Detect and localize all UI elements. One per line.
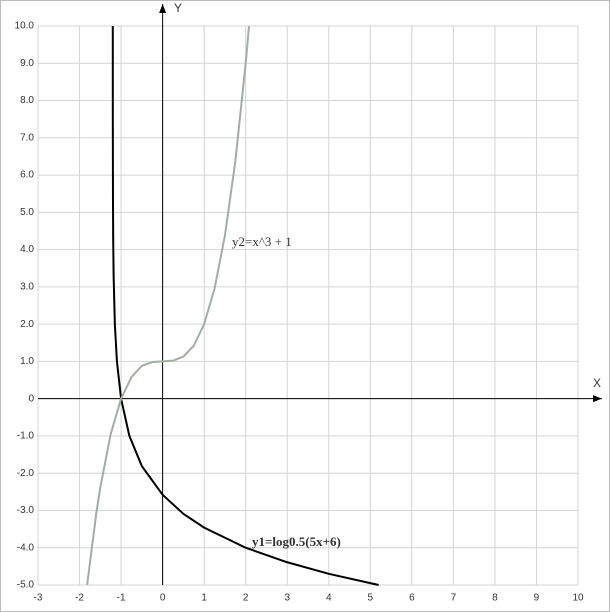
x-tick-label: 2 [243,593,249,604]
curve [111,25,379,586]
y-tick-label: 0 [28,393,34,404]
x-tick-label: 10 [572,593,584,604]
y-tick-label: -3.0 [17,505,35,516]
y-axis-label: Y [174,1,182,15]
x-tick-label: -3 [34,593,43,604]
curve-label: y2=x^3 + 1 [232,234,292,249]
x-axis-arrow [593,395,602,403]
y-tick-label: 6.0 [20,170,34,181]
x-tick-label: 4 [326,593,332,604]
x-tick-label: -2 [75,593,84,604]
y-tick-label: 7.0 [20,132,34,143]
x-tick-label: 7 [451,593,457,604]
y-tick-label: -2.0 [17,468,35,479]
y-axis-arrow [159,4,167,13]
x-axis-label: X [593,376,601,390]
x-tick-label: 0 [160,593,166,604]
y-tick-label: -5.0 [17,580,35,591]
y-tick-label: 9.0 [20,58,34,69]
y-tick-label: 4.0 [20,244,34,255]
y-tick-label: 8.0 [20,95,34,106]
x-tick-label: 8 [492,593,498,604]
curve-label: y1=log0.5(5x+6) [252,534,341,549]
curve [86,25,251,586]
x-tick-label: -1 [117,593,126,604]
y-tick-label: 3.0 [20,282,34,293]
x-tick-label: 6 [409,593,415,604]
y-tick-label: 10.0 [15,21,35,32]
y-tick-label: 5.0 [20,207,34,218]
y-tick-label: 1.0 [20,356,34,367]
x-tick-label: 1 [201,593,207,604]
y-tick-label: 2.0 [20,319,34,330]
x-tick-label: 9 [534,593,540,604]
y-tick-label: -4.0 [17,542,35,553]
x-tick-label: 5 [368,593,374,604]
y-tick-label: -1.0 [17,431,35,442]
x-tick-label: 3 [284,593,290,604]
